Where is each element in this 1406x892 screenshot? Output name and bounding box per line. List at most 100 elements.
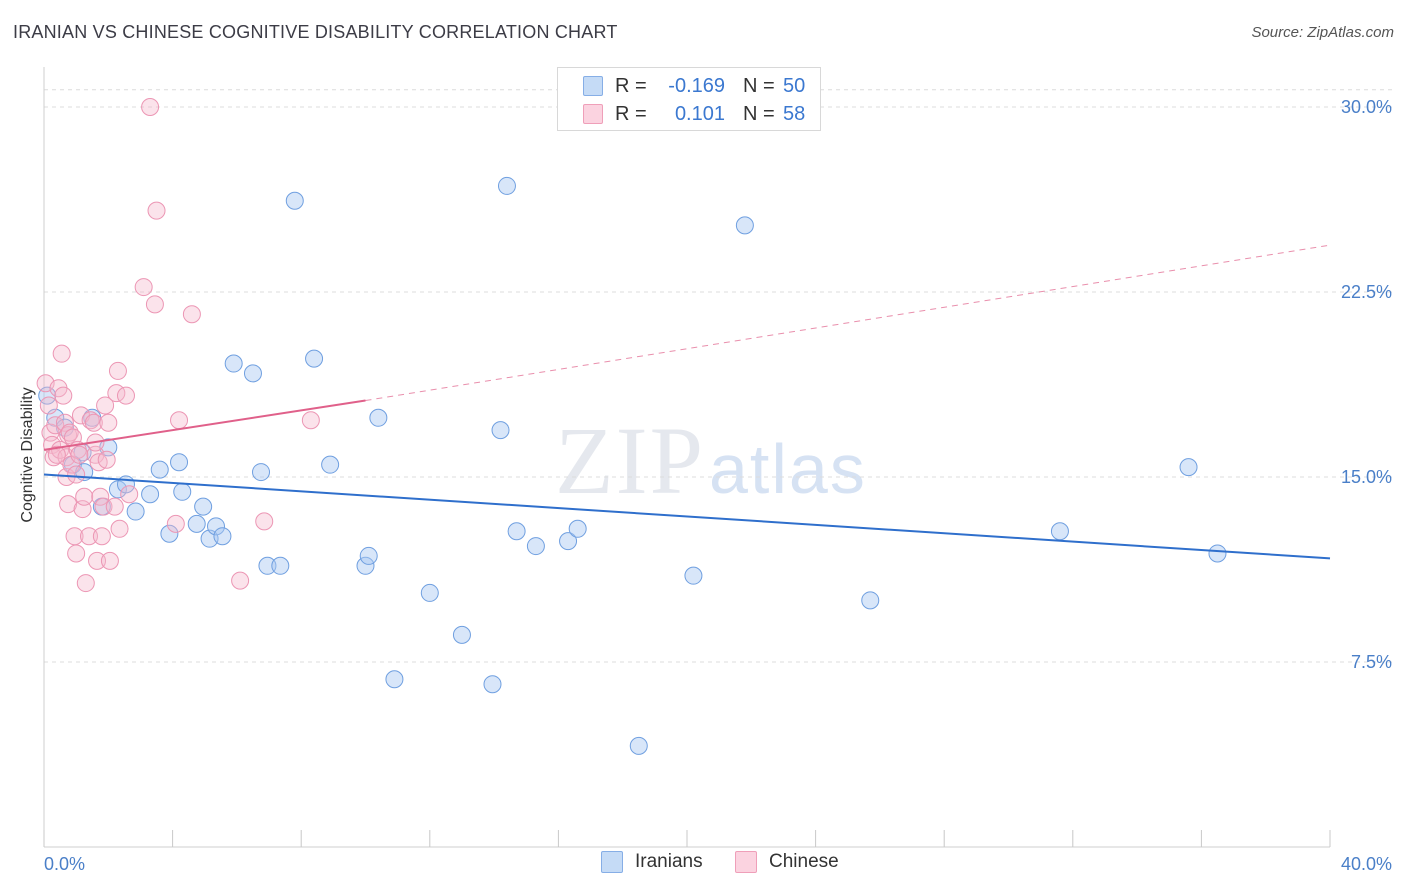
iranians-point — [173, 482, 192, 501]
legend-n-value: 50 — [783, 74, 806, 97]
iranians-point — [1179, 458, 1198, 477]
chinese-point — [145, 295, 164, 314]
chinese-point — [182, 305, 201, 324]
iranians-point — [559, 532, 578, 551]
chinese-point — [255, 512, 274, 531]
chinese-point — [84, 413, 103, 432]
chinese-point — [120, 485, 139, 504]
chinese-point — [96, 396, 115, 415]
iranians-point — [629, 736, 648, 755]
correlation-legend: R = -0.169 N = 50 R = 0.101 N = 58 — [557, 67, 821, 131]
iranians-point — [170, 453, 189, 472]
axes — [43, 67, 1331, 848]
chinese-point — [134, 278, 153, 297]
chinese-point — [141, 98, 160, 116]
chinese-point — [67, 465, 86, 484]
legend-r-key: R = — [615, 102, 647, 125]
watermark-atlas: atlas — [709, 430, 867, 508]
series-label-iranians: Iranians — [635, 851, 703, 872]
chinese-point — [105, 497, 124, 516]
legend-r-value: 0.101 — [674, 102, 725, 125]
chinese-point — [70, 445, 89, 464]
iranians-point — [187, 514, 206, 533]
chinese-point — [92, 527, 111, 546]
series-legend-chinese[interactable]: Chinese — [735, 851, 839, 873]
chinese-trend-extension — [365, 244, 1331, 402]
chinese-trend-line — [43, 399, 366, 451]
iranians-point — [356, 556, 375, 575]
iranians-point — [321, 455, 340, 474]
series-legend-iranians[interactable]: Iranians — [601, 851, 703, 873]
data-points — [36, 98, 1227, 755]
trend-lines — [43, 244, 1331, 560]
chinese-point — [39, 396, 58, 415]
legend-r-value: -0.169 — [668, 74, 725, 97]
chart-title: IRANIAN VS CHINESE COGNITIVE DISABILITY … — [13, 22, 618, 42]
legend-n-key: N = — [743, 74, 775, 97]
legend-n-value: 58 — [783, 102, 806, 125]
iranians-point — [207, 517, 226, 536]
chinese-point — [170, 411, 189, 430]
iranians-point — [684, 566, 703, 585]
series-chinese — [36, 98, 320, 593]
chinese-point — [166, 514, 185, 533]
iranians-point — [483, 675, 502, 694]
chinese-point — [52, 344, 71, 363]
iranians-point — [452, 625, 471, 644]
chinese-point — [81, 411, 100, 430]
iranians-point — [735, 216, 754, 235]
y-tick-label: 15.0% — [1341, 467, 1392, 487]
iranians-point — [285, 191, 304, 210]
iranians-point — [258, 556, 277, 575]
y-tick-label: 30.0% — [1341, 97, 1392, 117]
watermark: ZIPatlas — [555, 405, 867, 516]
series-label-chinese: Chinese — [769, 851, 839, 872]
iranians-point — [271, 556, 290, 575]
legend-n-key: N = — [743, 102, 775, 125]
iranians-point — [224, 354, 243, 373]
iranians-point — [497, 176, 516, 195]
chinese-point — [54, 386, 73, 405]
chinese-point — [100, 551, 119, 570]
legend-row-chinese: R = 0.101 N = 58 — [583, 101, 805, 127]
iranians-point — [141, 485, 160, 504]
chinese-point — [110, 519, 129, 538]
iranians-point — [305, 349, 324, 368]
iranians-point — [568, 519, 587, 538]
iranians-point — [420, 583, 439, 602]
chinese-point — [301, 411, 320, 430]
iranians-point — [369, 408, 388, 427]
iranians-point — [252, 463, 271, 482]
y-tick-label: 22.5% — [1341, 282, 1392, 302]
iranians-point — [194, 497, 213, 516]
watermark-zip: ZIP — [555, 407, 705, 514]
source-credit: Source: ZipAtlas.com — [1251, 24, 1394, 41]
x-tick-label: 40.0% — [1341, 854, 1392, 874]
iranians-point — [150, 460, 169, 479]
iranians-point — [160, 524, 179, 543]
chinese-point — [76, 574, 95, 593]
iranians-point — [126, 502, 145, 521]
series-legend: Iranians Chinese — [0, 851, 1406, 877]
chinese-point — [59, 495, 78, 514]
iranians-point — [385, 670, 404, 689]
chinese-point — [91, 487, 110, 506]
chinese-point — [67, 544, 86, 563]
chinese-point — [47, 445, 66, 464]
y-tick-label: 7.5% — [1351, 652, 1392, 672]
iranians-point — [861, 591, 880, 610]
chinese-point — [60, 423, 79, 442]
iranians-point — [491, 421, 510, 440]
chinese-point — [80, 527, 99, 546]
chinese-point — [88, 551, 107, 570]
chinese-point — [75, 487, 94, 506]
series-swatch-iranians — [601, 851, 623, 873]
x-tick-label: 0.0% — [44, 854, 85, 874]
iranians-point — [1208, 544, 1227, 563]
chinese-point — [116, 386, 135, 405]
iranians-point — [213, 527, 232, 546]
series-swatch-chinese — [735, 851, 757, 873]
chinese-point — [147, 201, 166, 220]
iranians-trend-line — [43, 473, 1331, 560]
